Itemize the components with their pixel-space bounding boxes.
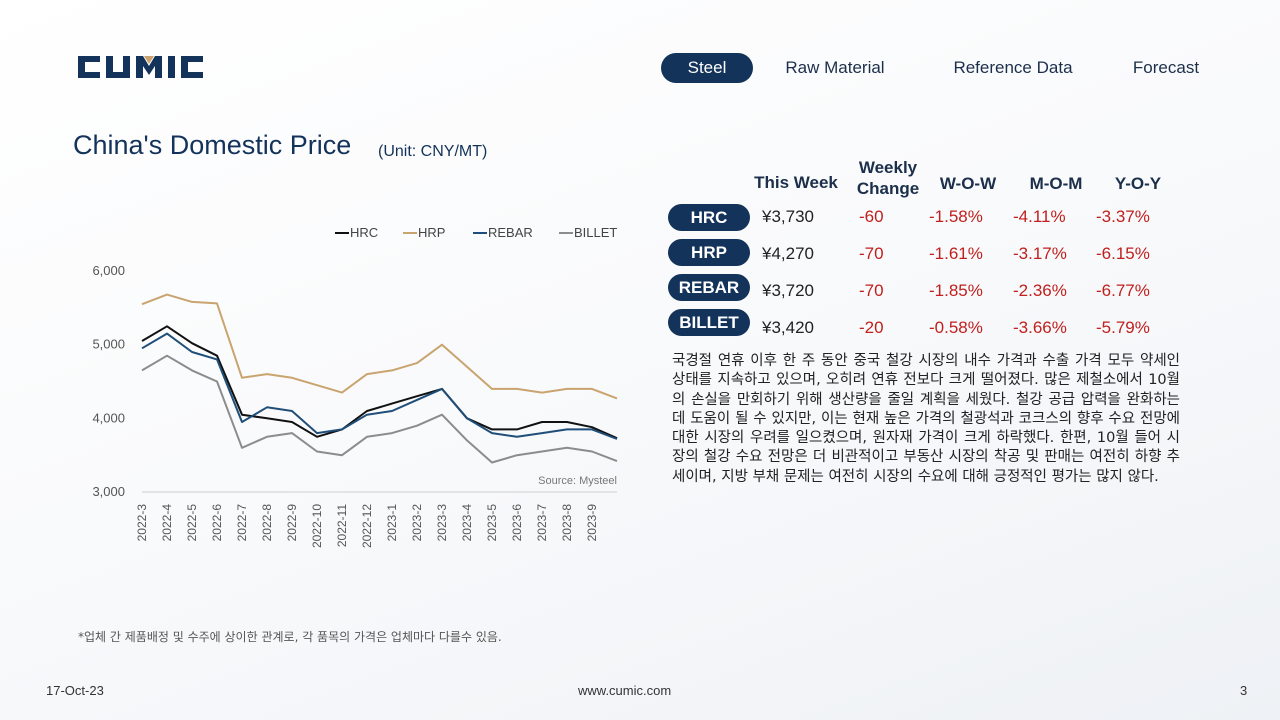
wow-rebar: -1.85% (929, 281, 983, 300)
series-line-billet (141, 354, 618, 464)
x-tick-label: 2022-3 (135, 504, 149, 542)
yoy-hrc: -3.37% (1096, 207, 1150, 226)
cumic-logo (78, 56, 203, 78)
change-rebar: -70 (859, 281, 884, 300)
nav-tab-steel[interactable]: Steel (661, 53, 753, 83)
y-tick-label: 3,000 (92, 484, 125, 499)
x-tick-label: 2022-6 (210, 504, 224, 542)
y-tick-label: 4,000 (92, 410, 125, 425)
change-billet: -20 (859, 318, 884, 337)
x-tick-label: 2023-8 (560, 504, 574, 542)
x-tick-label: 2022-4 (160, 504, 174, 542)
y-tick-label: 6,000 (92, 263, 125, 278)
price-rebar: ¥3,720 (762, 281, 814, 300)
page-title: China's Domestic Price (73, 130, 352, 160)
mom-hrp: -3.17% (1013, 244, 1067, 263)
change-hrp: -70 (859, 244, 884, 263)
chart-source: Source: Mysteel (538, 475, 617, 487)
footer-website[interactable]: www.cumic.com (578, 683, 672, 698)
product-badge-hrp: HRP (668, 239, 750, 266)
change-hrc: -60 (859, 207, 884, 226)
wow-hrc: -1.58% (929, 207, 983, 226)
nav-tab-raw-material[interactable]: Raw Material (785, 58, 885, 77)
x-tick-label: 2023-6 (510, 504, 524, 542)
header-this-week: This Week (754, 173, 838, 192)
x-tick-label: 2023-9 (585, 504, 599, 542)
unit-label: (Unit: CNY/MT) (378, 143, 488, 160)
header-wow: W-O-W (939, 174, 997, 193)
header-weekly-change-line1: Weekly (858, 158, 918, 177)
x-tick-label: 2023-1 (385, 504, 399, 542)
nav-tab-forecast[interactable]: Forecast (1132, 58, 1200, 77)
x-tick-label: 2022-10 (310, 504, 324, 548)
x-tick-label: 2022-5 (185, 504, 199, 542)
top-nav: Steel Raw Material Reference Data Foreca… (0, 53, 1280, 83)
mom-hrc: -4.11% (1013, 207, 1066, 226)
x-tick-label: 2023-5 (485, 504, 499, 542)
x-tick-label: 2022-11 (335, 504, 349, 547)
header-yoy: Y-O-Y (1114, 174, 1162, 193)
x-tick-label: 2022-12 (360, 504, 374, 548)
mom-rebar: -2.36% (1013, 281, 1067, 300)
product-badge-hrc: HRC (668, 204, 750, 231)
x-tick-label: 2022-8 (260, 504, 274, 542)
product-badge-billet: BILLET (668, 309, 750, 336)
price-billet: ¥3,420 (762, 318, 814, 337)
x-tick-label: 2023-4 (460, 504, 474, 542)
yoy-rebar: -6.77% (1096, 281, 1150, 300)
product-badge-rebar: REBAR (668, 274, 750, 301)
market-commentary: 국경절 연휴 이후 한 주 동안 중국 철강 시장의 내수 가격과 수출 가격 … (672, 353, 1180, 485)
x-tick-label: 2023-7 (535, 504, 549, 542)
nav-tab-reference-data[interactable]: Reference Data (953, 58, 1073, 77)
header-mom: M-O-M (1029, 174, 1083, 193)
price-hrp: ¥4,270 (762, 244, 814, 263)
mom-billet: -3.66% (1013, 318, 1067, 337)
price-hrc: ¥3,730 (762, 207, 814, 226)
series-line-hrc (141, 325, 618, 440)
footer-date: 17-Oct-23 (46, 683, 104, 698)
x-tick-label: 2023-3 (435, 504, 449, 542)
legend-label-hrp: HRP (418, 225, 445, 240)
legend-label-hrc: HRC (350, 225, 378, 240)
price-line-chart: 6,000 5,000 4,000 3,000 2022-3 2022-4 2022-5 20… (92, 225, 618, 548)
legend-label-billet: BILLET (574, 225, 617, 240)
y-tick-label: 5,000 (92, 337, 125, 352)
header-weekly-change-line2: Change (856, 179, 920, 198)
legend-label-rebar: REBAR (488, 225, 533, 240)
series-line-rebar (141, 332, 618, 440)
x-tick-label: 2022-9 (285, 504, 299, 542)
yoy-billet: -5.79% (1096, 318, 1150, 337)
footer-page-number: 3 (1240, 683, 1248, 698)
wow-hrp: -1.61% (929, 244, 983, 263)
x-tick-label: 2023-2 (410, 504, 424, 542)
footnote: *업체 간 제품배정 및 수주에 상이한 관계로, 각 품목의 가격은 업체마다… (78, 630, 502, 644)
wow-billet: -0.58% (929, 318, 983, 337)
header-weekly-change: Weekly Change (850, 157, 926, 199)
yoy-hrp: -6.15% (1096, 244, 1150, 263)
series-line-hrp (141, 293, 618, 400)
x-tick-label: 2022-7 (235, 504, 249, 542)
